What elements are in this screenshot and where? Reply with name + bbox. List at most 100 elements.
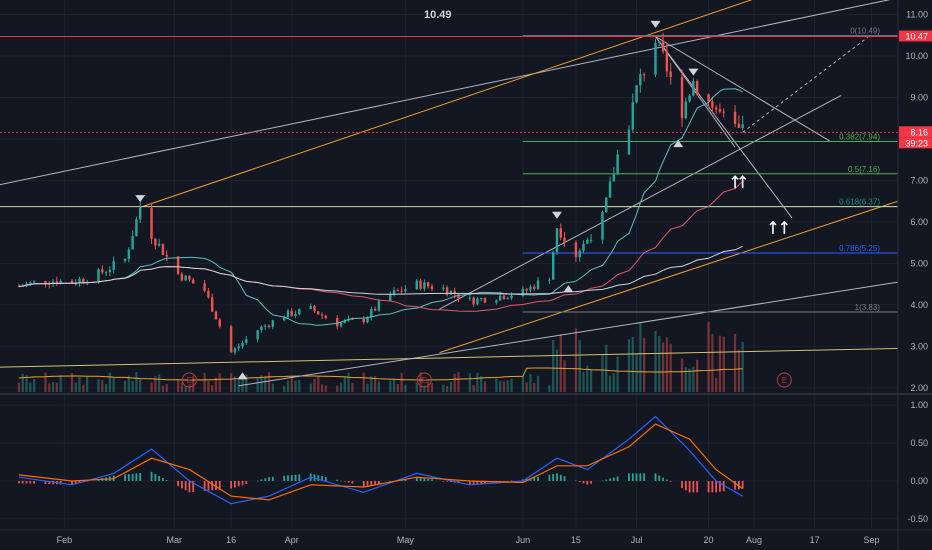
earnings-icon	[776, 372, 792, 388]
candle-body	[498, 295, 502, 301]
time-tick-label: 17	[810, 535, 820, 545]
macd-histogram-bar	[389, 480, 392, 482]
macd-histogram-bar	[203, 480, 206, 491]
fib-level-label: 0.5(7.16)	[848, 165, 880, 174]
candle-body	[104, 272, 108, 274]
candle-body	[286, 310, 290, 318]
volume-bar	[559, 334, 562, 392]
volume-bar	[661, 342, 665, 392]
volume-bar	[78, 376, 81, 392]
volume-bar	[33, 379, 36, 392]
volume-bar	[86, 376, 89, 392]
macd-histogram-bar	[609, 478, 611, 481]
candle-body	[55, 281, 59, 285]
volume-bar	[176, 379, 180, 392]
macd-histogram-bar	[256, 480, 259, 482]
volume-bar	[313, 378, 316, 392]
candle-body	[271, 320, 275, 327]
candle-body	[210, 297, 214, 312]
macd-histogram-bar	[340, 480, 342, 482]
triangle-up-marker	[563, 285, 574, 293]
volume-bar	[362, 372, 365, 392]
macd-histogram-bar	[336, 479, 339, 481]
candle-body	[324, 315, 328, 319]
volume-bar	[483, 381, 487, 392]
macd-histogram-bar	[313, 474, 316, 481]
volume-bar	[392, 378, 396, 392]
candle-body	[445, 287, 449, 295]
macd-histogram-bar	[211, 480, 214, 491]
time-tick-label: Sep	[863, 535, 879, 545]
candle-body	[370, 308, 373, 318]
candle-body	[264, 325, 267, 327]
candle-body	[336, 318, 339, 327]
volume-bar	[404, 384, 407, 392]
macd-histogram-bar	[374, 480, 377, 485]
macd-histogram-bar	[548, 474, 551, 481]
volume-bar	[574, 328, 578, 392]
volume-bar	[366, 383, 369, 392]
candle-body	[150, 207, 153, 239]
volume-ma-line	[18, 367, 743, 381]
macd-histogram-bar	[707, 480, 710, 493]
volume-bar	[506, 380, 509, 392]
candle-body	[472, 297, 475, 305]
macd-histogram-bar	[241, 480, 244, 486]
time-tick-label: Jul	[631, 535, 643, 545]
macd-histogram-bar	[283, 475, 286, 481]
macd-histogram-bar	[442, 480, 445, 482]
volume-bar	[309, 383, 312, 392]
macd-histogram-bar	[665, 479, 668, 481]
candle-body	[366, 317, 369, 323]
projection-dashed-line	[742, 36, 868, 133]
candle-body	[362, 318, 365, 323]
candle-body	[502, 295, 506, 300]
candle-body	[343, 320, 347, 323]
fib-level-label: 0.618(6.37)	[839, 198, 880, 207]
macd-histogram-bar	[533, 477, 536, 481]
volume-bar	[139, 379, 142, 392]
candle-body	[138, 207, 142, 220]
volume-bar	[370, 376, 373, 392]
macd-histogram-bar	[71, 480, 73, 485]
volume-bar	[521, 375, 524, 392]
macd-histogram-bar	[419, 477, 422, 481]
time-tick-label: 15	[571, 535, 581, 545]
candle-body	[290, 310, 293, 316]
candle-body	[453, 290, 456, 295]
macd-histogram-bar	[510, 480, 513, 482]
macd-histogram-bar	[722, 480, 725, 492]
macd-tick-label: 0.50	[910, 438, 928, 448]
candle-body	[404, 289, 407, 292]
macd-histogram-bar	[503, 480, 505, 482]
volume-bar	[343, 377, 346, 392]
macd-histogram-bar	[370, 480, 373, 485]
macd-histogram-bar	[662, 477, 664, 481]
falling-trend-line	[655, 36, 793, 219]
volume-bar	[25, 375, 28, 392]
volume-bar	[495, 378, 498, 392]
candle-body	[722, 111, 725, 113]
volume-bar	[339, 382, 343, 392]
candle-body	[154, 238, 157, 246]
volume-bar	[510, 378, 513, 392]
macd-histogram-bar	[287, 475, 289, 481]
volume-bar	[21, 373, 24, 392]
macd-histogram-bar	[669, 480, 672, 482]
horizontal-lines	[0, 36, 898, 208]
header-value: 10.49	[424, 9, 452, 21]
volume-bar	[578, 339, 581, 392]
candle-body	[294, 314, 297, 316]
volume-bar	[707, 321, 710, 392]
candle-body	[131, 236, 134, 250]
volume-bar	[207, 380, 210, 392]
candle-body	[298, 309, 301, 315]
candles	[17, 32, 744, 356]
candle-body	[157, 243, 161, 246]
candle-body	[468, 297, 472, 299]
candle-body	[506, 298, 509, 300]
macd-histogram-bar	[741, 480, 744, 489]
candle-body	[631, 102, 634, 130]
macd-histogram-bar	[559, 474, 562, 481]
